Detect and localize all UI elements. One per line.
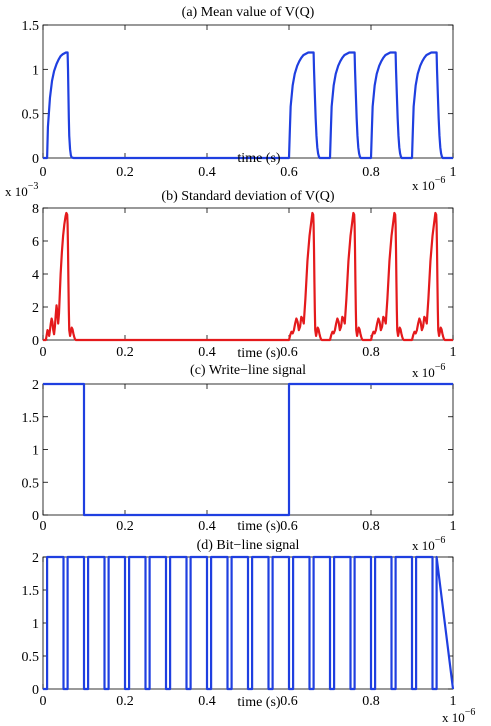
panel-d: 0 0.2 0.4 0.6 0.8 1 0 0.5 1 1.5 2 (d) Bit−line sign… [22,538,457,710]
x-tick-label: 0.4 [198,165,216,180]
y-tick-label: 2 [32,551,39,566]
x-tick-label: 0.2 [116,165,134,180]
y-multiplier: x 10−3 [5,181,38,199]
x-tick-label: 0 [40,165,47,180]
x-axis-label: time (s) [237,151,280,166]
y-tick-label: 1 [32,63,39,78]
x-multiplier-a: x 10−6 [412,175,445,193]
y-tick-label: 1 [32,444,39,459]
y-tick-label: 2 [32,378,39,393]
y-tick-label: 1.5 [22,411,40,426]
x-tick-label: 0.4 [198,345,216,360]
axes-box [42,24,454,159]
x-tick-label: 0.8 [362,694,380,709]
panel-a: 0 0.2 0.4 0.6 0.8 1 0 0.5 1 1.5 (a) Mean value of … [22,5,457,180]
x-tick-label: 1 [450,519,457,534]
chart-title: (b) Standard deviation of V(Q) [161,189,334,204]
y-tick-label: 1.5 [22,584,40,599]
x-axis-label: time (s) [237,519,280,534]
series-line [43,555,455,691]
x-tick-label: 1 [450,345,457,360]
y-tick-label: 1 [32,617,39,632]
x-tick-label: 0.2 [116,345,134,360]
x-tick-label: 0.8 [362,345,380,360]
y-tick-label: 4 [32,268,39,283]
y-tick-label: 0.5 [22,476,40,491]
series-line [43,211,453,342]
x-multiplier-c: x 10−6 [412,535,445,553]
x-multiplier-d: x 10−6 [442,707,475,725]
y-tick-label: 0 [32,334,39,349]
axes-box [42,383,454,516]
series-line [43,51,453,160]
y-tick-label: 0.5 [22,108,40,123]
chart-title: (c) Write−line signal [190,363,306,378]
x-tick-label: 0.4 [198,694,216,709]
x-tick-label: 0.2 [116,694,134,709]
series-line [43,382,453,517]
panel-b: 0 0.2 0.4 0.6 0.8 1 0 2 4 6 8 (b) Standard deviatio… [5,181,457,361]
chart-title: (a) Mean value of V(Q) [182,5,315,20]
y-tick-label: 2 [32,301,39,316]
x-tick-label: 0.8 [362,165,380,180]
y-tick-label: 0 [32,683,39,698]
y-tick-label: 0 [32,509,39,524]
y-tick-label: 1.5 [22,19,40,34]
x-tick-label: 0.6 [280,345,298,360]
x-tick-label: 0 [40,345,47,360]
x-tick-label: 0.8 [362,519,380,534]
x-tick-label: 0 [40,694,47,709]
x-tick-label: 0.2 [116,519,134,534]
x-tick-label: 0.6 [280,519,298,534]
x-tick-label: 0.4 [198,519,216,534]
x-tick-label: 0.6 [280,165,298,180]
x-multiplier-b: x 10−6 [412,362,445,380]
panel-c: 0 0.2 0.4 0.6 0.8 1 0 0.5 1 1.5 2 (c) Write−line si… [22,363,457,534]
x-tick-label: 1 [450,694,457,709]
y-tick-label: 6 [32,235,39,250]
y-tick-label: 8 [32,202,39,217]
chart-title: (d) Bit−line signal [197,538,300,553]
x-axis-label: time (s) [237,695,280,710]
y-tick-label: 0 [32,152,39,167]
y-tick-label: 0.5 [22,650,40,665]
x-axis-label: time (s) [237,346,280,361]
x-tick-label: 0.6 [280,694,298,709]
x-tick-label: 0 [40,519,47,534]
x-tick-label: 1 [450,165,457,180]
